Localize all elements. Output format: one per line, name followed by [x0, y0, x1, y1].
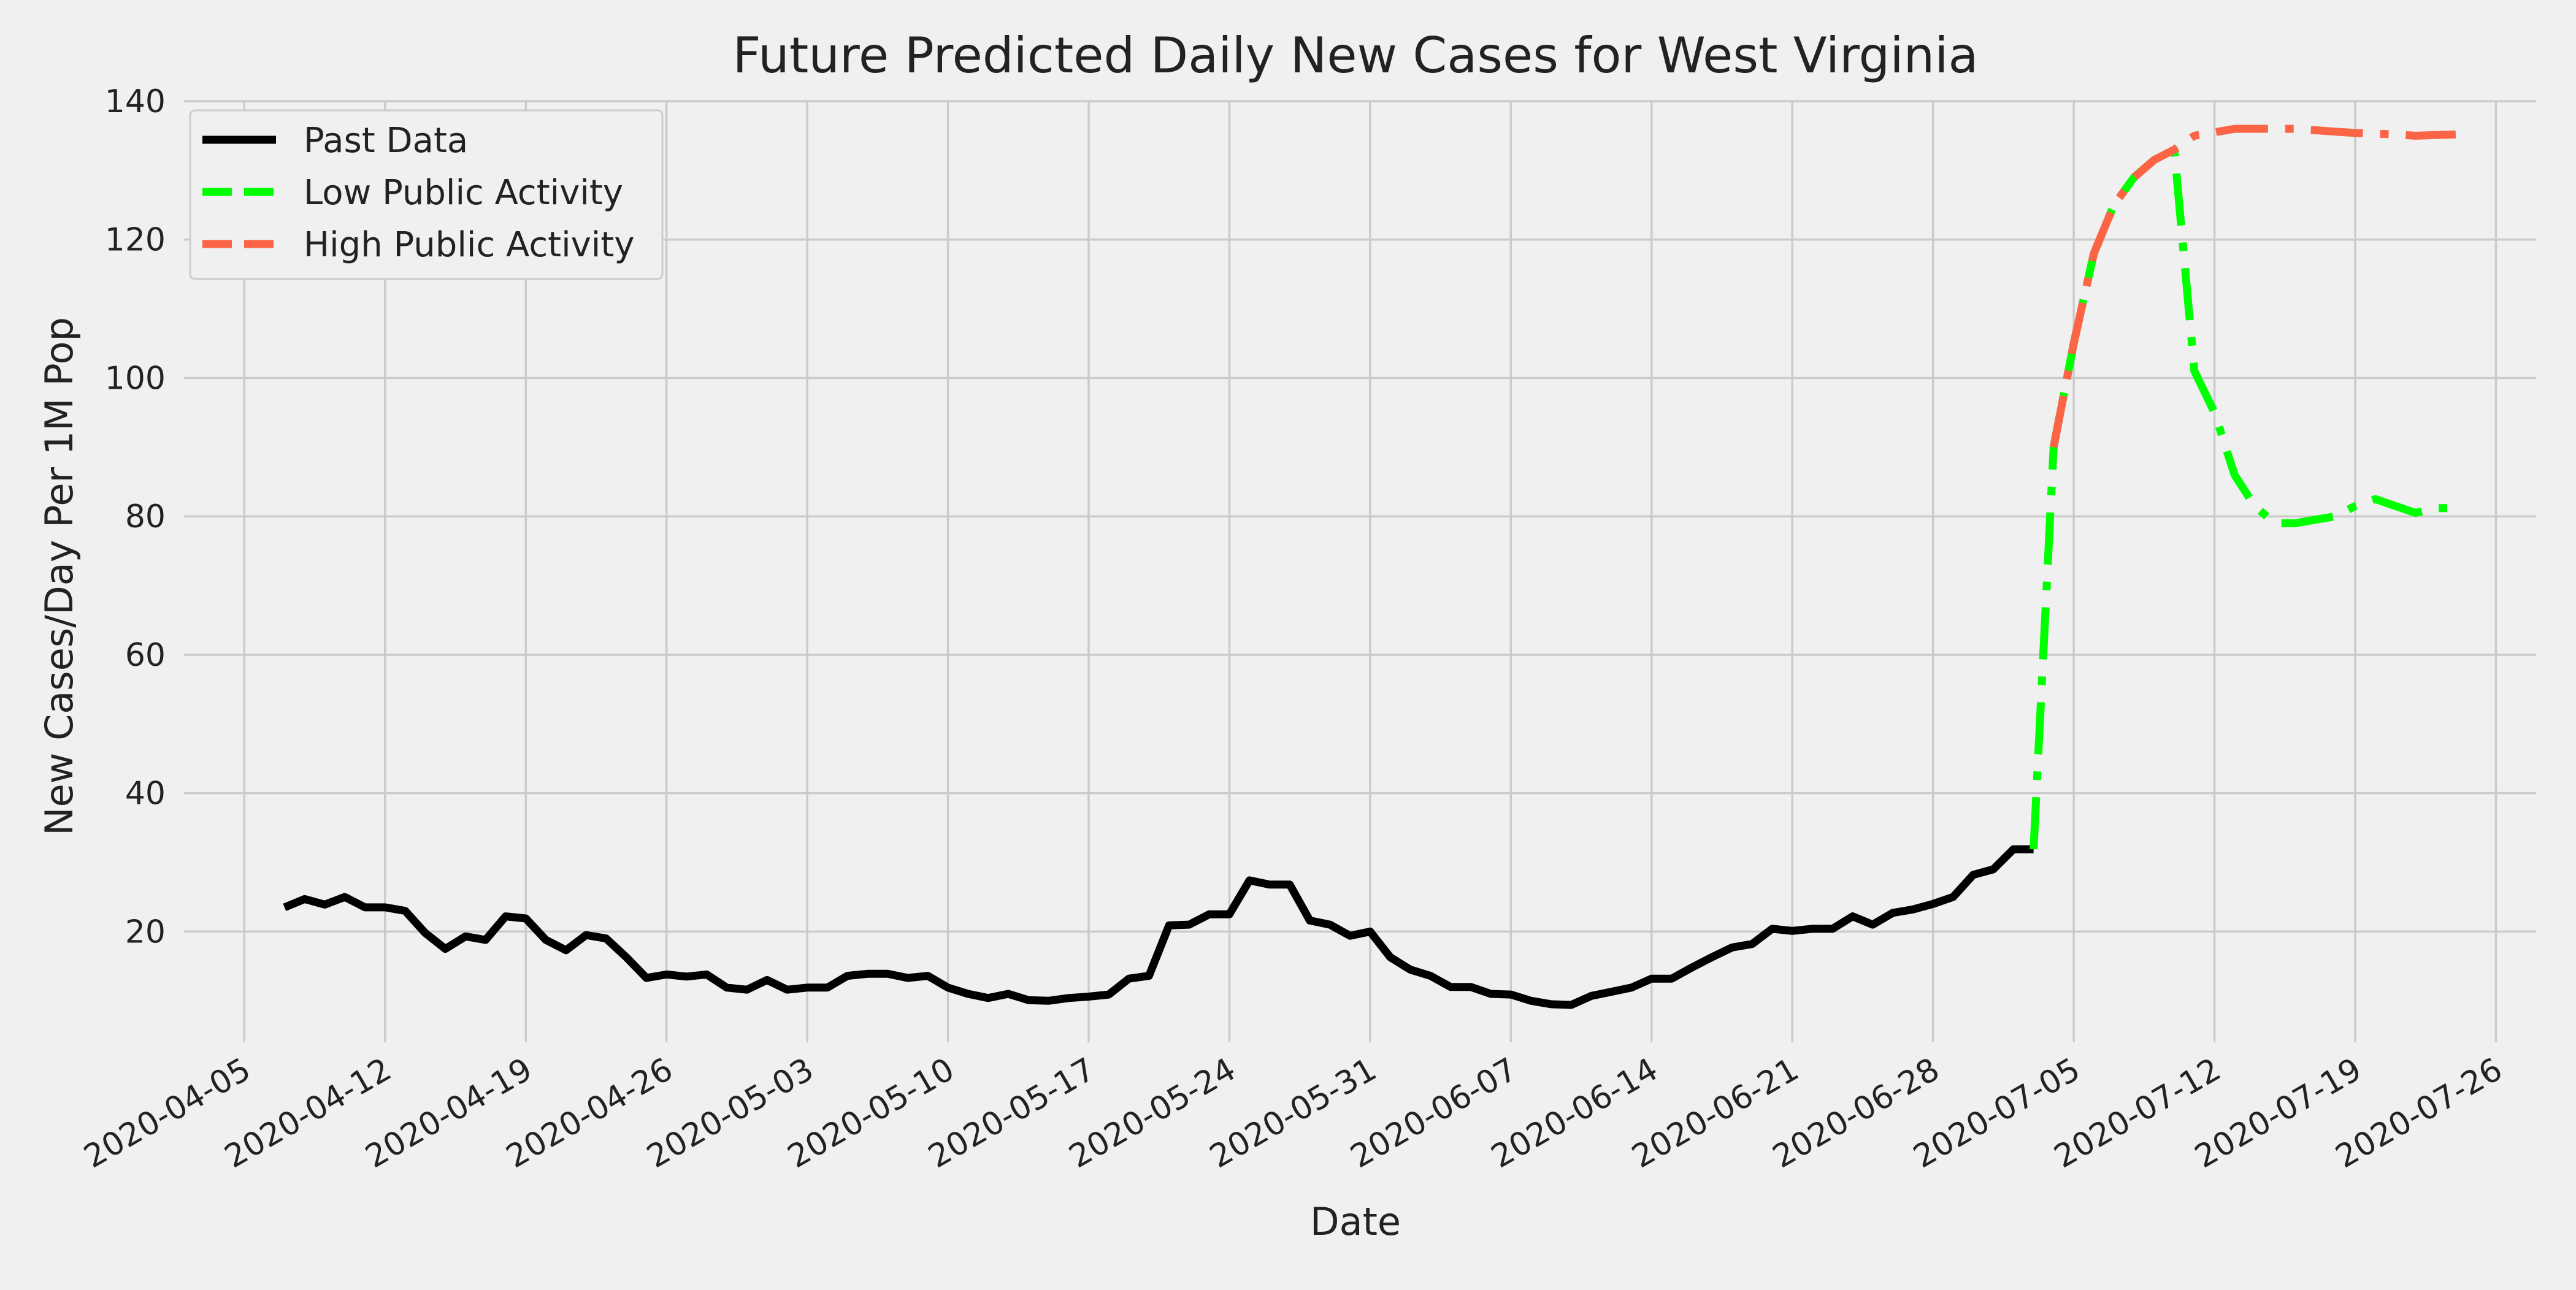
x-axis-label: Date	[1310, 1199, 1401, 1244]
y-axis-label: New Cases/Day Per 1M Pop	[37, 317, 82, 836]
legend-box	[189, 109, 664, 280]
y-tick-label-20: 20	[125, 914, 166, 950]
y-tick-label-120: 120	[105, 222, 166, 259]
y-tick-label-140: 140	[105, 83, 166, 120]
legend: Past Data Low Public Activity High Public …	[189, 109, 664, 280]
series-line-past-data	[283, 845, 2034, 1009]
chart-title: Future Predicted Daily New Cases for Wes…	[732, 27, 1978, 84]
series-layer	[283, 124, 2456, 1009]
y-tick-label-60: 60	[125, 637, 166, 674]
legend-label-high-public-activity: High Public Activity	[304, 225, 634, 265]
series-line-high-public-activity	[2049, 124, 2456, 448]
y-tick-label-100: 100	[105, 360, 166, 397]
legend-entries: Past Data Low Public Activity High Public …	[202, 121, 634, 265]
legend-label-low-public-activity: Low Public Activity	[304, 173, 623, 213]
series-line-low-public-activity	[2030, 145, 2456, 850]
y-tick-label-80: 80	[125, 498, 166, 535]
y-tick-label-40: 40	[125, 776, 166, 812]
legend-label-past-data: Past Data	[304, 121, 468, 161]
